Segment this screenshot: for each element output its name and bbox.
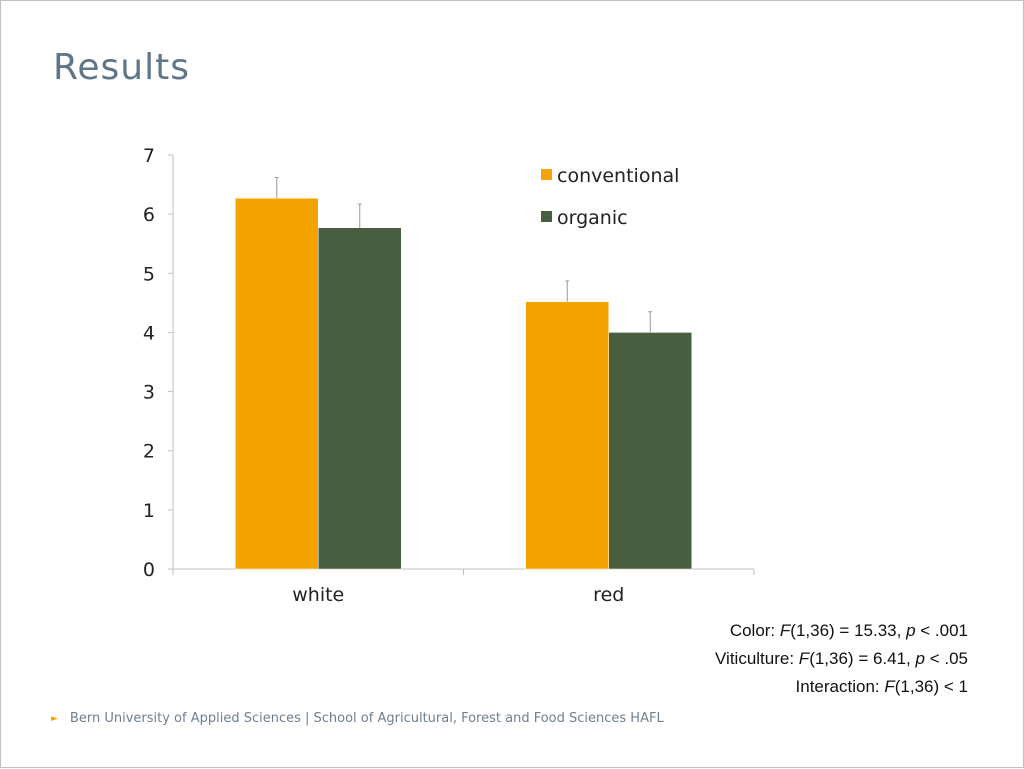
bar-conventional-red — [525, 301, 609, 570]
y-tick-label: 2 — [143, 441, 155, 463]
y-tick-label: 1 — [143, 500, 155, 522]
bar-organic-white — [318, 227, 402, 570]
slide-title: Results — [53, 47, 190, 88]
bar-organic-red — [608, 332, 692, 570]
y-tick-label: 5 — [143, 263, 155, 285]
bar-conventional-white — [235, 197, 319, 570]
y-tick-label: 6 — [143, 204, 155, 226]
stat-line-color: Color: F(1,36) = 15.33, p < .001 — [729, 621, 968, 640]
footer-text: Bern University of Applied Sciences | Sc… — [69, 711, 664, 726]
stat-line-viticulture: Viticulture: F(1,36) = 6.41, p < .05 — [715, 649, 968, 668]
x-category-label: white — [292, 584, 344, 606]
stat-line-interaction: Interaction: F(1,36) < 1 — [795, 677, 968, 696]
legend-swatch-conventional — [541, 169, 552, 180]
legend-label-conventional: conventional — [557, 165, 679, 187]
y-tick-label: 0 — [143, 559, 155, 581]
y-tick-label: 4 — [143, 322, 155, 344]
legend-swatch-organic — [541, 211, 552, 222]
footer: ► Bern University of Applied Sciences | S… — [51, 711, 664, 726]
x-category-label: red — [593, 584, 624, 606]
bullet-icon: ► — [51, 714, 58, 724]
y-tick-label: 3 — [143, 382, 155, 404]
legend-label-organic: organic — [557, 207, 628, 229]
y-tick-label: 7 — [143, 145, 155, 167]
stats-block: Color: F(1,36) = 15.33, p < .001 Viticul… — [715, 617, 968, 701]
